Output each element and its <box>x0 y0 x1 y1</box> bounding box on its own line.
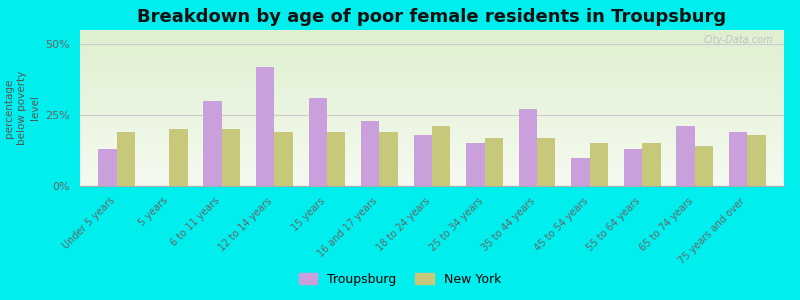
Bar <box>256 67 274 186</box>
Y-axis label: percentage
below poverty
level: percentage below poverty level <box>3 71 40 145</box>
Bar <box>222 129 240 186</box>
Title: Breakdown by age of poor female residents in Troupsburg: Breakdown by age of poor female resident… <box>138 8 726 26</box>
Bar <box>170 129 188 186</box>
Bar <box>642 143 661 186</box>
Bar <box>624 149 642 186</box>
Bar <box>729 132 747 186</box>
Bar <box>361 121 379 186</box>
Bar <box>309 98 327 186</box>
Bar <box>432 126 450 186</box>
Bar <box>466 143 485 186</box>
Bar <box>379 132 398 186</box>
Bar <box>327 132 346 186</box>
Bar <box>485 138 503 186</box>
Bar <box>117 132 135 186</box>
Bar <box>414 135 432 186</box>
Bar <box>274 132 293 186</box>
Bar <box>98 149 117 186</box>
Bar <box>537 138 555 186</box>
Bar <box>571 158 590 186</box>
Bar <box>203 101 222 186</box>
Text: City-Data.com: City-Data.com <box>704 35 774 45</box>
Bar <box>590 143 608 186</box>
Bar <box>747 135 766 186</box>
Bar <box>518 110 537 186</box>
Bar <box>676 126 694 186</box>
Bar <box>694 146 713 186</box>
Legend: Troupsburg, New York: Troupsburg, New York <box>294 268 506 291</box>
